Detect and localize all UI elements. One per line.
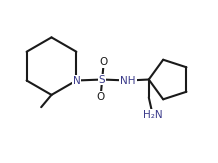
Text: O: O (100, 57, 108, 67)
Text: N: N (73, 75, 80, 86)
Text: H₂N: H₂N (143, 110, 162, 120)
Text: O: O (96, 92, 105, 102)
Text: S: S (99, 74, 106, 85)
Text: NH: NH (120, 75, 136, 86)
